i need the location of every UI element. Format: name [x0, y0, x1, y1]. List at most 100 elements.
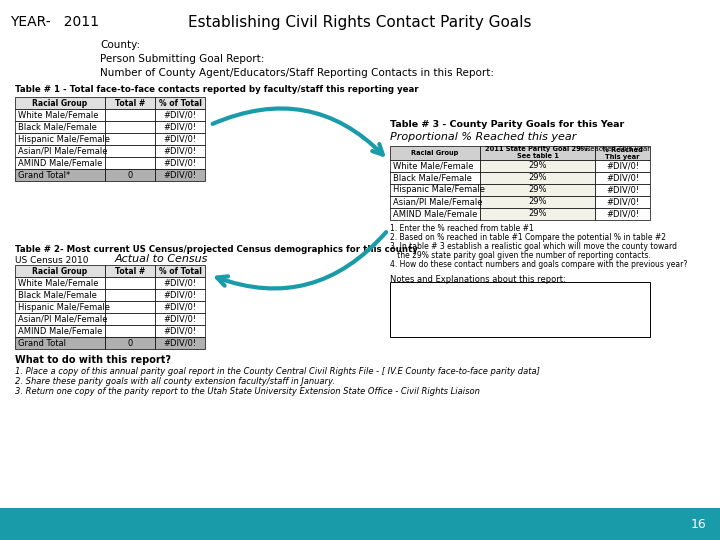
- FancyBboxPatch shape: [155, 133, 205, 145]
- Text: 2. Share these parity goals with all county extension faculty/staff in January.: 2. Share these parity goals with all cou…: [15, 377, 335, 386]
- Text: Table # 1 - Total face-to-face contacts reported by faculty/staff this reporting: Table # 1 - Total face-to-face contacts …: [15, 85, 418, 94]
- Text: 29%: 29%: [528, 161, 546, 171]
- FancyBboxPatch shape: [155, 97, 205, 109]
- FancyBboxPatch shape: [155, 301, 205, 313]
- Text: 29%: 29%: [528, 173, 546, 183]
- Text: #DIV/0!: #DIV/0!: [163, 327, 197, 335]
- Text: AMIND Male/Female: AMIND Male/Female: [18, 159, 102, 167]
- FancyBboxPatch shape: [15, 337, 105, 349]
- Text: Racial Group: Racial Group: [32, 98, 88, 107]
- Text: % Reached This year: % Reached This year: [577, 146, 650, 152]
- FancyBboxPatch shape: [15, 145, 105, 157]
- FancyBboxPatch shape: [155, 121, 205, 133]
- FancyBboxPatch shape: [595, 146, 650, 160]
- Text: White Male/Female: White Male/Female: [18, 111, 99, 119]
- Text: 0: 0: [127, 171, 132, 179]
- Text: #DIV/0!: #DIV/0!: [163, 159, 197, 167]
- Text: Black Male/Female: Black Male/Female: [18, 291, 97, 300]
- FancyBboxPatch shape: [105, 109, 155, 121]
- FancyBboxPatch shape: [15, 169, 105, 181]
- Text: Grand Total: Grand Total: [18, 339, 66, 348]
- FancyBboxPatch shape: [105, 337, 155, 349]
- Text: Black Male/Female: Black Male/Female: [393, 173, 472, 183]
- Text: Actual to Census: Actual to Census: [115, 254, 208, 264]
- Text: What to do with this report?: What to do with this report?: [15, 355, 171, 365]
- Text: #DIV/0!: #DIV/0!: [163, 314, 197, 323]
- Text: White Male/Female: White Male/Female: [393, 161, 474, 171]
- Text: #DIV/0!: #DIV/0!: [163, 339, 197, 348]
- FancyBboxPatch shape: [105, 265, 155, 277]
- FancyBboxPatch shape: [15, 313, 105, 325]
- Text: US Census 2010: US Census 2010: [15, 256, 89, 265]
- FancyBboxPatch shape: [15, 157, 105, 169]
- Text: #DIV/0!: #DIV/0!: [163, 134, 197, 144]
- Text: 29%: 29%: [528, 210, 546, 219]
- FancyBboxPatch shape: [105, 133, 155, 145]
- Text: #DIV/0!: #DIV/0!: [163, 146, 197, 156]
- Text: % of Total: % of Total: [158, 267, 202, 275]
- Text: #DIV/0!: #DIV/0!: [606, 198, 639, 206]
- FancyBboxPatch shape: [15, 121, 105, 133]
- FancyBboxPatch shape: [15, 289, 105, 301]
- Text: 1. Place a copy of this annual parity goal report in the County Central Civil Ri: 1. Place a copy of this annual parity go…: [15, 367, 540, 376]
- FancyBboxPatch shape: [595, 172, 650, 184]
- Text: 16: 16: [690, 517, 706, 530]
- FancyBboxPatch shape: [390, 184, 480, 196]
- FancyBboxPatch shape: [105, 301, 155, 313]
- Text: #DIV/0!: #DIV/0!: [163, 123, 197, 132]
- FancyBboxPatch shape: [390, 282, 650, 337]
- Text: 1. Enter the % reached from table #1: 1. Enter the % reached from table #1: [390, 224, 534, 233]
- FancyBboxPatch shape: [105, 97, 155, 109]
- Text: Total #: Total #: [115, 267, 145, 275]
- FancyBboxPatch shape: [595, 184, 650, 196]
- FancyBboxPatch shape: [390, 146, 480, 160]
- FancyBboxPatch shape: [480, 196, 595, 208]
- Text: #DIV/0!: #DIV/0!: [163, 111, 197, 119]
- FancyBboxPatch shape: [155, 145, 205, 157]
- FancyBboxPatch shape: [480, 172, 595, 184]
- FancyBboxPatch shape: [155, 313, 205, 325]
- Text: #DIV/0!: #DIV/0!: [163, 171, 197, 179]
- Text: Asian/PI Male/Female: Asian/PI Male/Female: [393, 198, 482, 206]
- Text: 29%: 29%: [528, 186, 546, 194]
- Text: Establishing Civil Rights Contact Parity Goals: Establishing Civil Rights Contact Parity…: [188, 15, 532, 30]
- Text: YEAR-   2011: YEAR- 2011: [10, 15, 99, 29]
- FancyBboxPatch shape: [155, 337, 205, 349]
- FancyBboxPatch shape: [0, 508, 720, 540]
- FancyBboxPatch shape: [105, 289, 155, 301]
- FancyBboxPatch shape: [480, 184, 595, 196]
- Text: Hispanic Male/Female: Hispanic Male/Female: [393, 186, 485, 194]
- Text: #DIV/0!: #DIV/0!: [606, 161, 639, 171]
- FancyBboxPatch shape: [155, 325, 205, 337]
- Text: 2. Based on % reached in table #1 Compare the potential % in table #2: 2. Based on % reached in table #1 Compar…: [390, 233, 666, 242]
- FancyBboxPatch shape: [595, 196, 650, 208]
- Text: 4. How do these contact numbers and goals compare with the previous year?: 4. How do these contact numbers and goal…: [390, 260, 688, 269]
- FancyBboxPatch shape: [105, 325, 155, 337]
- Text: #DIV/0!: #DIV/0!: [163, 291, 197, 300]
- Text: #DIV/0!: #DIV/0!: [606, 173, 639, 183]
- Text: County:: County:: [100, 40, 140, 50]
- Text: % of Total: % of Total: [158, 98, 202, 107]
- FancyBboxPatch shape: [155, 277, 205, 289]
- FancyBboxPatch shape: [155, 157, 205, 169]
- FancyBboxPatch shape: [15, 133, 105, 145]
- FancyBboxPatch shape: [480, 146, 595, 160]
- Text: Person Submitting Goal Report:: Person Submitting Goal Report:: [100, 54, 264, 64]
- FancyBboxPatch shape: [105, 277, 155, 289]
- Text: Hispanic Male/Female: Hispanic Male/Female: [18, 134, 110, 144]
- Text: AMIND Male/Female: AMIND Male/Female: [18, 327, 102, 335]
- FancyBboxPatch shape: [105, 145, 155, 157]
- Text: Black Male/Female: Black Male/Female: [18, 123, 97, 132]
- FancyBboxPatch shape: [15, 265, 105, 277]
- Text: Notes and Explanations about this report:: Notes and Explanations about this report…: [390, 275, 566, 284]
- Text: Racial Group: Racial Group: [411, 150, 459, 156]
- Text: AMIND Male/Female: AMIND Male/Female: [393, 210, 477, 219]
- FancyBboxPatch shape: [155, 109, 205, 121]
- Text: Proportional % Reached this year: Proportional % Reached this year: [390, 132, 577, 142]
- Text: 29%: 29%: [528, 198, 546, 206]
- FancyBboxPatch shape: [15, 301, 105, 313]
- FancyBboxPatch shape: [15, 277, 105, 289]
- Text: Grand Total*: Grand Total*: [18, 171, 71, 179]
- Text: Asian/PI Male/Female: Asian/PI Male/Female: [18, 314, 107, 323]
- Text: #DIV/0!: #DIV/0!: [606, 186, 639, 194]
